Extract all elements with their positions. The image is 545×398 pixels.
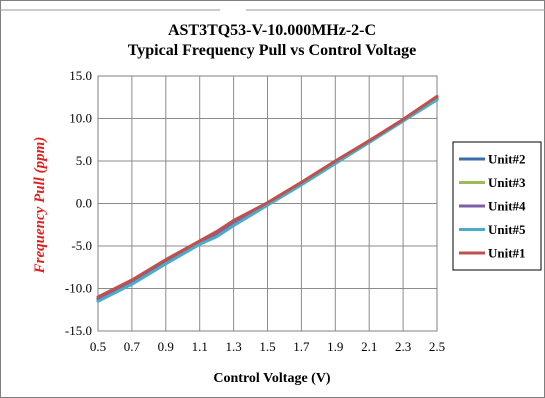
y-tick-label: -15.0	[65, 323, 92, 338]
legend-label: Unit#2	[488, 152, 526, 167]
x-tick-label: 1.9	[327, 339, 343, 354]
legend-label: Unit#3	[488, 175, 526, 190]
y-tick-label: 0.0	[76, 196, 92, 211]
plot-area-border	[97, 75, 438, 332]
x-tick-label: 1.1	[192, 339, 208, 354]
y-tick-label: -5.0	[71, 238, 92, 253]
x-tick-label: 0.7	[124, 339, 141, 354]
x-tick-label: 0.5	[90, 339, 106, 354]
series-lines	[96, 94, 439, 303]
y-tick-label: 10.0	[69, 111, 92, 126]
x-tick-label: 2.1	[361, 339, 377, 354]
x-tick-label: 2.3	[395, 339, 411, 354]
y-tick-label: 15.0	[69, 68, 92, 83]
legend-label: Unit#4	[488, 199, 526, 214]
y-axis-tick-labels: 15.0 10.0 5.0 0.0 -5.0 -10.0 -15.0	[65, 68, 92, 338]
x-tick-label: 2.5	[429, 339, 445, 354]
y-tick-label: 5.0	[76, 153, 92, 168]
x-tick-label: 1.5	[259, 339, 275, 354]
chart-title-line2: Typical Frequency Pull vs Control Voltag…	[128, 42, 416, 59]
series-line-unit1	[96, 94, 439, 299]
x-tick-label: 0.9	[158, 339, 174, 354]
legend-label: Unit#1	[488, 246, 526, 261]
x-tick-label: 1.7	[293, 339, 310, 354]
legend-label: Unit#5	[488, 222, 526, 237]
y-tick-label: -10.0	[65, 281, 92, 296]
x-tick-label: 1.3	[225, 339, 241, 354]
chart-title-line1: AST3TQ53-V-10.000MHz-2-C	[168, 22, 376, 39]
x-axis-title: Control Voltage (V)	[213, 371, 331, 386]
x-axis-tick-labels: 0.5 0.7 0.9 1.1 1.3 1.5 1.7 1.9 2.1 2.3 2.5	[90, 339, 445, 354]
y-axis-title: Frequency Pull (ppm)	[32, 137, 48, 275]
legend: Unit#2 Unit#3 Unit#4 Unit#5 Unit#1	[459, 152, 526, 261]
